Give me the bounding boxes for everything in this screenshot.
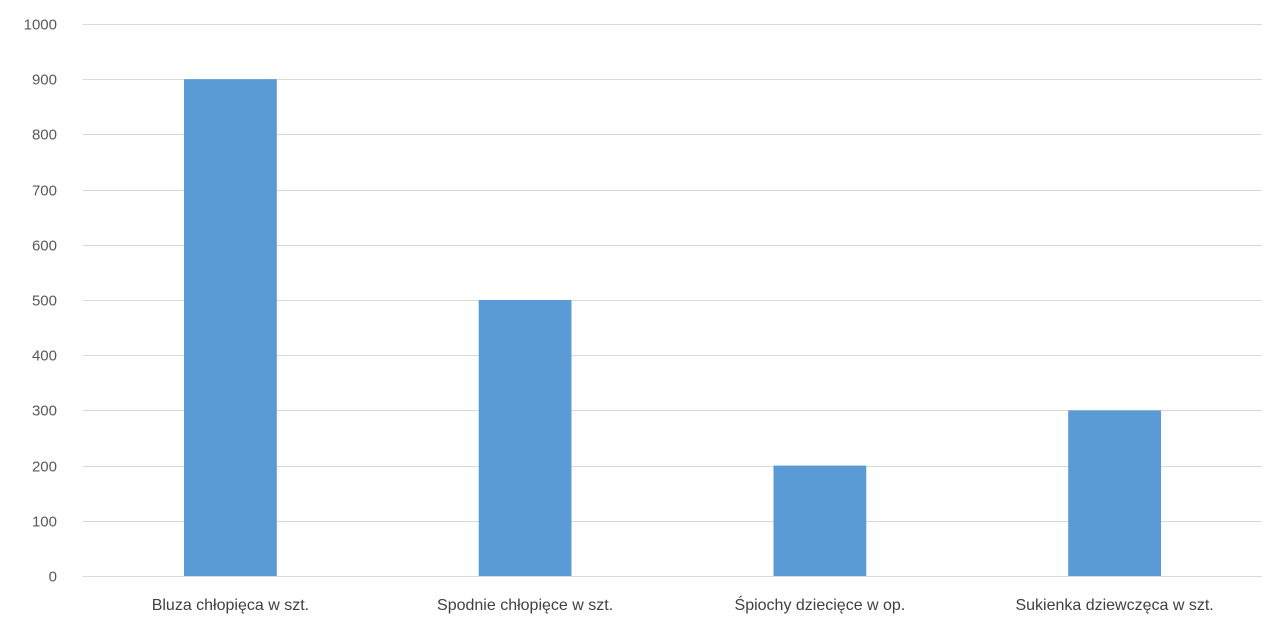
- x-category-label: Śpiochy dziecięce w op.: [735, 595, 906, 614]
- bar-3: [1068, 410, 1161, 576]
- y-tick-label: 800: [32, 127, 57, 144]
- y-tick-label: 300: [32, 403, 57, 420]
- y-tick-label: 900: [32, 72, 57, 89]
- bar-0: [184, 79, 277, 576]
- y-tick-label: 200: [32, 459, 57, 476]
- x-category-label: Sukienka dziewczęca w szt.: [1015, 597, 1213, 614]
- x-category-label: Spodnie chłopięce w szt.: [437, 597, 613, 614]
- y-tick-label: 700: [32, 183, 57, 200]
- y-tick-label: 0: [49, 569, 57, 586]
- y-tick-label: 100: [32, 514, 57, 531]
- x-category-label: Bluza chłopięca w szt.: [152, 597, 309, 614]
- labels: 0 100 200 300 400 500 600 700 800 900 1000 Bluza ch…: [24, 17, 1214, 615]
- y-tick-label: 600: [32, 238, 57, 255]
- y-tick-label: 400: [32, 348, 57, 365]
- y-tick-label: 1000: [24, 17, 57, 34]
- gridlines: [83, 24, 1262, 522]
- y-tick-label: 500: [32, 293, 57, 310]
- bar-1: [478, 300, 572, 576]
- bars: [184, 79, 1161, 576]
- bar-2: [773, 465, 867, 576]
